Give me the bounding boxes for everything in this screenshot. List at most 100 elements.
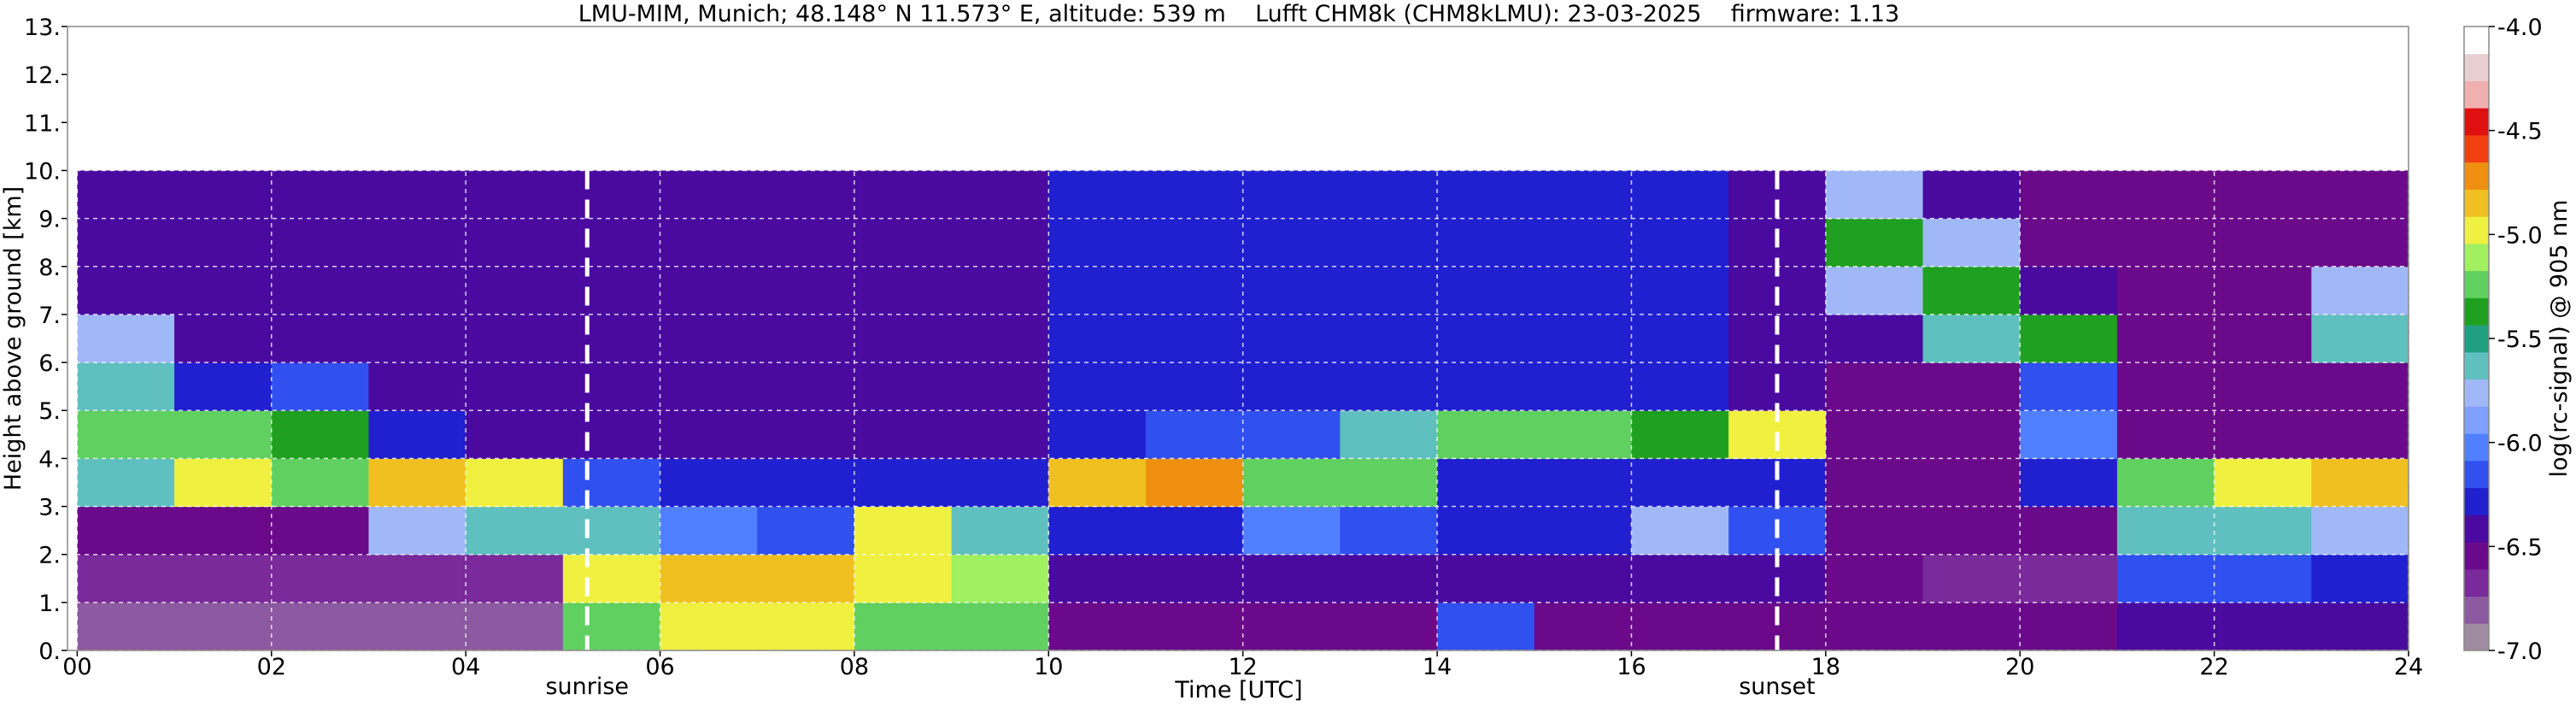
colorbar-tick-label: -5.5	[2497, 327, 2543, 353]
colorbar-swatch	[2464, 515, 2489, 543]
colorbar-tick-label: -5.0	[2497, 222, 2543, 249]
heatmap-cell	[757, 506, 855, 556]
heatmap-cell	[271, 218, 369, 268]
heatmap-cell	[660, 170, 758, 220]
heatmap-cell	[951, 506, 1049, 556]
colorbar-tick-label: -4.0	[2497, 15, 2543, 41]
heatmap-cell	[1922, 458, 2021, 508]
colorbar-swatch	[2464, 379, 2489, 407]
x-tick-label: 20	[2005, 654, 2034, 680]
heatmap-cell	[660, 362, 758, 411]
heatmap-cell	[1340, 602, 1438, 651]
heatmap-cell	[271, 458, 369, 508]
x-tick-label: 14	[1423, 654, 1452, 680]
heatmap-cell	[2311, 458, 2409, 508]
heatmap-cell	[562, 314, 661, 363]
heatmap-cell	[1631, 170, 1729, 220]
heatmap-cell	[1922, 602, 2021, 651]
y-tick-label: 12.	[24, 62, 61, 89]
heatmap-cell	[1242, 218, 1341, 268]
colorbar-swatch	[2464, 162, 2489, 190]
heatmap-cell	[2214, 218, 2312, 268]
colorbar-tick-label: -6.0	[2497, 431, 2543, 457]
heatmap-cell	[854, 314, 953, 363]
y-axis-label: Height above ground [km]	[0, 186, 26, 491]
heatmap-cell	[1825, 410, 1924, 459]
heatmap-cell	[2311, 314, 2409, 363]
y-tick-label: 8.	[38, 255, 61, 281]
heatmap-cell	[1048, 170, 1147, 220]
heatmap-cell	[1922, 410, 2021, 459]
heatmap-cell	[2020, 458, 2118, 508]
heatmap-cell	[1534, 266, 1632, 315]
heatmap-cell	[757, 554, 855, 603]
heatmap-cell	[562, 602, 661, 651]
heatmap-cell	[562, 506, 661, 556]
heatmap-cell	[174, 314, 273, 363]
heatmap-cell	[2214, 458, 2312, 508]
y-tick-label: 13.	[24, 15, 61, 41]
heatmap-cell	[1437, 314, 1535, 363]
heatmap-cell	[1631, 314, 1729, 363]
heatmap-cell	[368, 314, 466, 363]
x-tick-label: 04	[451, 654, 480, 680]
colorbar-swatch	[2464, 243, 2489, 272]
heatmap-cell	[1825, 362, 1924, 411]
heatmap-cell	[1922, 362, 2021, 411]
heatmap-cell	[1631, 506, 1729, 556]
heatmap-cell	[368, 602, 466, 651]
heatmap-cell	[1825, 602, 1924, 651]
heatmap-cell	[174, 266, 273, 315]
annotation-label: sunset	[1739, 674, 1816, 700]
heatmap-cell	[174, 602, 273, 651]
colorbar-swatch	[2464, 542, 2489, 570]
colorbar-tick-label: -7.0	[2497, 638, 2543, 665]
heatmap-cell	[368, 458, 466, 508]
heatmap-cell	[2116, 218, 2215, 268]
heatmap-cell	[2020, 602, 2118, 651]
colorbar-swatch	[2464, 487, 2489, 515]
heatmap-cell	[562, 410, 661, 459]
heatmap-cell	[2116, 266, 2215, 315]
heatmap-cell	[2116, 554, 2215, 603]
heatmap-cell	[1534, 314, 1632, 363]
heatmap-cell	[466, 458, 564, 508]
colorbar-swatch	[2464, 216, 2489, 244]
heatmap-cell	[77, 554, 175, 603]
heatmap-cell	[1437, 362, 1535, 411]
heatmap-cell	[1437, 506, 1535, 556]
heatmap-cell	[951, 554, 1049, 603]
x-tick-label: 06	[645, 654, 674, 680]
heatmap-cell	[1534, 602, 1632, 651]
heatmap-cell	[466, 314, 564, 363]
x-tick-label: 18	[1811, 654, 1840, 680]
x-axis-label: Time [UTC]	[1174, 677, 1302, 703]
heatmap-cell	[2311, 362, 2409, 411]
heatmap-cell	[1534, 362, 1632, 411]
heatmap-cell	[562, 554, 661, 603]
heatmap-cell	[2311, 554, 2409, 603]
heatmap-cell	[174, 458, 273, 508]
y-tick-label: 7.	[38, 303, 61, 329]
heatmap-cell	[1825, 554, 1924, 603]
y-tick-label: 6.	[38, 350, 61, 377]
colorbar-swatch	[2464, 568, 2489, 597]
heatmap-cell	[1340, 554, 1438, 603]
heatmap-cell	[854, 506, 953, 556]
heatmap-cell	[271, 266, 369, 315]
heatmap-cell	[1145, 410, 1244, 459]
heatmap-cell	[1631, 362, 1729, 411]
heatmap-cell	[1631, 218, 1729, 268]
heatmap-cell	[562, 362, 661, 411]
heatmap-cell	[1242, 362, 1341, 411]
colorbar-swatch	[2464, 134, 2489, 163]
heatmap-cell	[1242, 458, 1341, 508]
heatmap-cell	[951, 170, 1049, 220]
heatmap-cell	[1534, 410, 1632, 459]
y-tick-label: 3.	[38, 495, 61, 521]
heatmap-cell	[174, 362, 273, 411]
heatmap-cell	[1048, 458, 1147, 508]
heatmap-cell	[466, 602, 564, 651]
heatmap-cell	[660, 266, 758, 315]
